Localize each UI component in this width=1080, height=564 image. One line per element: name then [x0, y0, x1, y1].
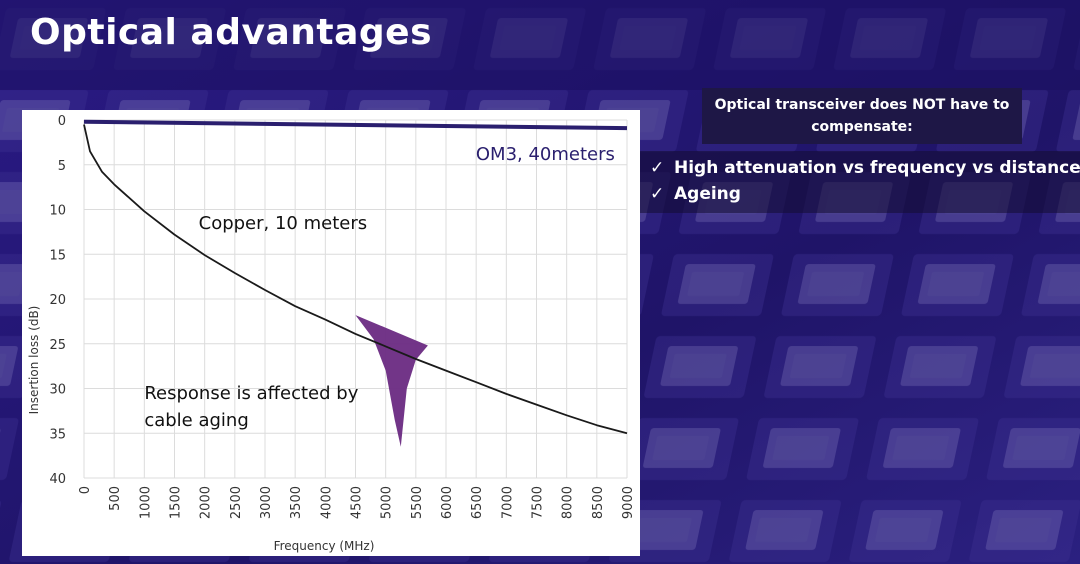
- x-tick-label: 7000: [500, 486, 515, 519]
- x-axis-label: Frequency (MHz): [274, 539, 375, 553]
- x-tick-label: 6500: [470, 486, 485, 519]
- x-tick-label: 2000: [199, 486, 214, 519]
- y-tick-label: 35: [49, 427, 66, 442]
- annotation-text: Response is affected by: [144, 383, 358, 404]
- optical-series-line: [83, 119, 628, 131]
- x-tick-label: 0: [78, 486, 93, 494]
- bullet-text: Ageing: [674, 184, 741, 204]
- slide-title: Optical advantages: [30, 12, 432, 53]
- y-tick-label: 0: [58, 114, 66, 129]
- bullet-text: High attenuation vs frequency vs distanc…: [674, 158, 1080, 178]
- y-tick-label: 30: [49, 383, 66, 398]
- x-tick-label: 8000: [561, 486, 576, 519]
- annotation-text: Copper, 10 meters: [199, 213, 368, 234]
- y-tick-label: 10: [49, 204, 66, 219]
- x-tick-labels: 0 500 1000 1500 2000 2500 3000 3500 4000 4500 5000…: [78, 486, 636, 519]
- x-tick-label: 8500: [591, 486, 606, 519]
- insertion-loss-chart: 0 5 10 15 20 25 30 35 40 0 500 1000 1500 2000 2500 300…: [27, 114, 636, 553]
- x-tick-label: 1500: [169, 486, 184, 519]
- y-tick-label: 5: [58, 159, 66, 174]
- callout-text: Optical transceiver does NOT have to com…: [714, 97, 1010, 135]
- x-tick-label: 4500: [350, 486, 365, 519]
- chart-grid: [83, 119, 628, 479]
- chart-panel: 0 5 10 15 20 25 30 35 40 0 500 1000 1500 2000 2500 300…: [22, 110, 640, 556]
- series-lines: OM3, 40meters: [83, 119, 628, 435]
- optical-series-label: OM3, 40meters: [476, 144, 615, 165]
- x-tick-label: 500: [108, 486, 123, 511]
- x-tick-label: 1000: [138, 486, 153, 519]
- y-axis-label: Insertion loss (dB): [27, 306, 41, 415]
- x-tick-label: 3000: [259, 486, 274, 519]
- x-tick-label: 3500: [289, 486, 304, 519]
- x-tick-label: 5000: [380, 486, 395, 519]
- aging-region: [355, 315, 428, 447]
- y-tick-label: 25: [49, 338, 66, 353]
- bullet-item: ✓ Ageing: [650, 181, 1080, 207]
- x-tick-label: 5500: [410, 486, 425, 519]
- x-tick-label: 9000: [621, 486, 636, 519]
- y-tick-labels: 0 5 10 15 20 25 30 35 40: [49, 114, 66, 487]
- check-icon: ✓: [650, 184, 665, 204]
- callout-box: Optical transceiver does NOT have to com…: [702, 88, 1022, 144]
- bullet-item: ✓ High attenuation vs frequency vs distan…: [650, 155, 1080, 181]
- x-tick-label: 6000: [440, 486, 455, 519]
- bullet-list: ✓ High attenuation vs frequency vs distan…: [640, 151, 1080, 213]
- x-tick-label: 2500: [229, 486, 244, 519]
- y-tick-label: 15: [49, 248, 66, 263]
- annotations: Copper, 10 meters Response is affected by…: [144, 213, 367, 431]
- annotation-text: cable aging: [144, 410, 248, 431]
- x-tick-label: 7500: [531, 486, 546, 519]
- y-tick-label: 40: [49, 472, 66, 487]
- y-tick-label: 20: [49, 293, 66, 308]
- copper-series-line: [83, 124, 628, 435]
- x-tick-label: 4000: [319, 486, 334, 519]
- check-icon: ✓: [650, 158, 665, 178]
